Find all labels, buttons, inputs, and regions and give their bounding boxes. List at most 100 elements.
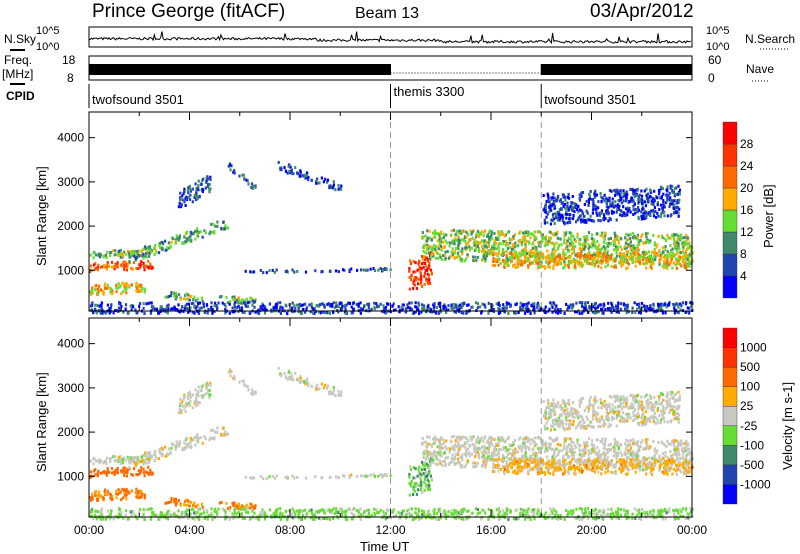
echo-cell — [466, 241, 470, 245]
echo-cell — [428, 264, 431, 268]
echo-cell — [625, 438, 628, 442]
echo-cell — [421, 245, 425, 249]
echo-cell — [414, 301, 417, 305]
echo-cell — [363, 305, 366, 309]
echo-cell — [686, 310, 689, 314]
echo-cell — [671, 185, 674, 189]
echo-cell — [683, 263, 686, 267]
echo-cell — [320, 270, 323, 274]
echo-cell — [314, 269, 317, 273]
echo-cell — [250, 186, 253, 189]
echo-cell — [140, 489, 143, 493]
echo-cell — [664, 254, 667, 258]
beam-label: Beam 13 — [355, 5, 419, 22]
echo-cell — [533, 451, 536, 455]
echo-cell — [237, 502, 240, 506]
echo-cell — [340, 390, 343, 394]
echo-cell — [667, 442, 670, 446]
echo-cell — [308, 303, 311, 307]
echo-cell — [218, 501, 221, 505]
echo-cell — [161, 246, 164, 250]
echo-cell — [541, 264, 544, 268]
echo-cell — [545, 215, 548, 219]
echo-cell — [115, 253, 118, 256]
echo-cell — [639, 311, 642, 315]
echo-cell — [408, 267, 411, 270]
echo-cell — [429, 268, 432, 272]
echo-cell — [292, 378, 295, 382]
echo-cell — [429, 474, 432, 478]
echo-cell — [661, 187, 664, 191]
echo-cell — [628, 256, 631, 259]
echo-cell — [554, 249, 557, 253]
echo-cell — [233, 169, 236, 173]
echo-cell — [591, 211, 594, 215]
echo-cell — [331, 304, 334, 308]
echo-cell — [204, 392, 208, 396]
echo-cell — [322, 180, 325, 184]
echo-cell — [433, 305, 436, 309]
echo-cell — [117, 455, 120, 459]
echo-cell — [595, 460, 598, 464]
echo-cell — [110, 260, 114, 264]
echo-cell — [426, 305, 429, 309]
echo-cell — [521, 262, 524, 266]
echo-cell — [505, 465, 508, 469]
echo-cell — [501, 307, 504, 311]
echo-cell — [564, 263, 567, 267]
echo-cell — [593, 447, 596, 451]
echo-cell — [553, 245, 556, 249]
echo-cell — [661, 303, 664, 307]
echo-cell — [471, 230, 474, 234]
echo-cell — [261, 307, 264, 311]
echo-cell — [522, 307, 525, 311]
echo-cell — [352, 307, 355, 311]
echo-cell — [419, 271, 422, 275]
echo-cell — [129, 304, 132, 308]
echo-cell — [638, 261, 641, 265]
echo-cell — [622, 195, 625, 199]
echo-cell — [595, 205, 598, 209]
echo-cell — [579, 255, 582, 259]
echo-cell — [453, 302, 456, 306]
echo-cell — [546, 249, 549, 253]
echo-cell — [565, 302, 568, 306]
echo-cell — [662, 204, 665, 208]
echo-cell — [600, 261, 603, 265]
echo-cell — [481, 302, 484, 306]
echo-cell — [597, 264, 600, 268]
echo-cell — [189, 403, 192, 407]
echo-cell — [229, 163, 232, 167]
echo-cell — [412, 466, 415, 469]
echo-cell — [286, 377, 289, 381]
echo-cell — [551, 259, 554, 263]
echo-cell — [425, 256, 428, 260]
echo-cell — [109, 493, 113, 497]
echo-cell — [337, 310, 340, 314]
echo-cell — [213, 436, 216, 439]
echo-cell — [591, 263, 594, 267]
echo-cell — [145, 251, 148, 255]
echo-cell — [662, 205, 665, 209]
echo-cell — [245, 503, 248, 507]
echo-cell — [422, 249, 425, 253]
echo-cell — [189, 440, 192, 444]
echo-cell — [616, 245, 620, 249]
echo-cell — [226, 432, 229, 436]
echo-cell — [653, 206, 656, 210]
echo-cell — [625, 239, 628, 243]
echo-cell — [288, 171, 291, 175]
echo-cell — [472, 241, 476, 244]
echo-cell — [660, 306, 663, 310]
echo-cell — [549, 222, 552, 226]
echo-cell — [484, 450, 487, 454]
echo-cell — [629, 439, 632, 442]
echo-cell — [97, 263, 100, 267]
echo-cell — [131, 305, 134, 309]
echo-cell — [589, 254, 592, 257]
echo-cell — [643, 308, 647, 312]
echo-cell — [624, 193, 627, 197]
echo-cell — [580, 249, 583, 253]
echo-cell — [450, 306, 453, 310]
echo-cell — [414, 467, 417, 471]
